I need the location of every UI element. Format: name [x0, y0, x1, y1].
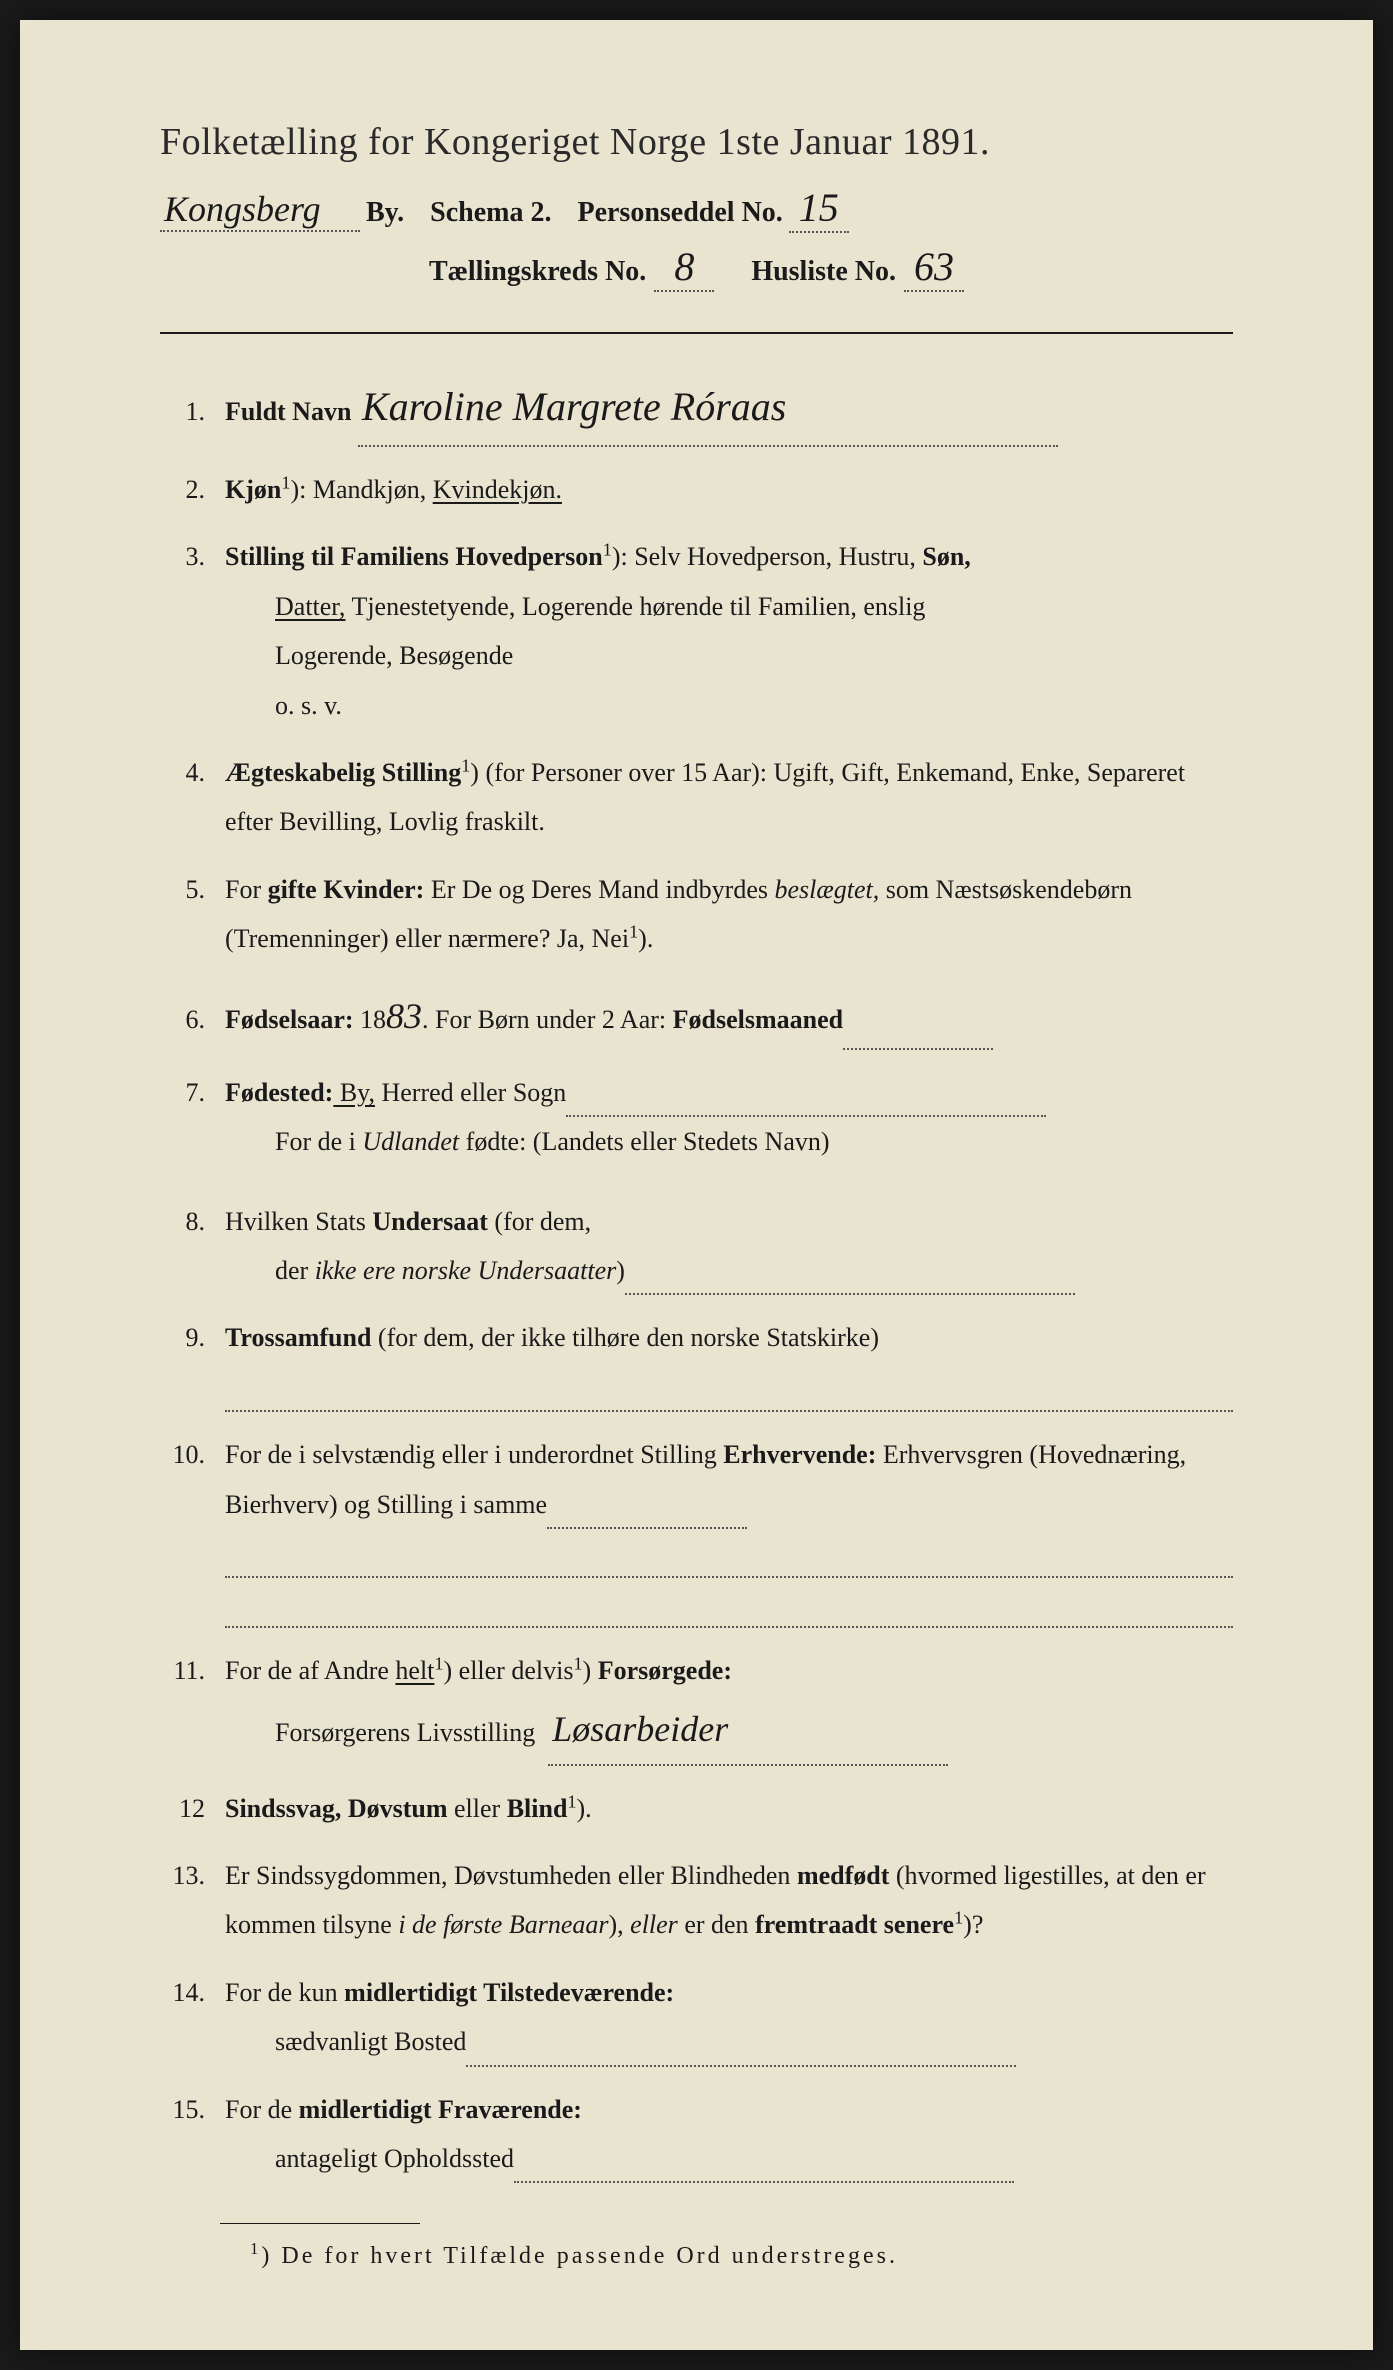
- entry-num: 3.: [160, 532, 225, 581]
- entry-10: 10. For de i selvstændig eller i underor…: [160, 1430, 1233, 1628]
- schema-label: Schema 2.: [430, 197, 551, 229]
- form-entries: 1. Fuldt Navn Karoline Margrete Róraas 2…: [160, 369, 1233, 2183]
- entry-num: 11.: [160, 1646, 225, 1695]
- entry-num: 4.: [160, 748, 225, 797]
- husliste-label: Husliste No.: [751, 256, 896, 288]
- entry-num: 1.: [160, 387, 225, 436]
- entry-4: 4. Ægteskabelig Stilling1) (for Personer…: [160, 748, 1233, 847]
- header-row-1: Kongsberg By. Schema 2. Personseddel No.…: [160, 184, 1233, 233]
- entry-1: 1. Fuldt Navn Karoline Margrete Róraas: [160, 369, 1233, 447]
- census-form-page: Folketælling for Kongeriget Norge 1ste J…: [20, 20, 1373, 2350]
- entry-2: 2. Kjøn1): Mandkjøn, Kvindekjøn.: [160, 465, 1233, 514]
- entry-num: 8.: [160, 1197, 225, 1246]
- form-header: Folketælling for Kongeriget Norge 1ste J…: [160, 120, 1233, 292]
- entry-3: 3. Stilling til Familiens Hovedperson1):…: [160, 532, 1233, 730]
- form-title: Folketælling for Kongeriget Norge 1ste J…: [160, 120, 1233, 164]
- entry-9: 9. Trossamfund (for dem, der ikke tilhør…: [160, 1313, 1233, 1412]
- selected-datter: Datter,: [275, 592, 345, 621]
- entry-body: Fødested: By, Herred eller Sogn For de i…: [225, 1068, 1233, 1167]
- entry-11: 11. For de af Andre helt1) eller delvis1…: [160, 1646, 1233, 1766]
- selected-by: By,: [333, 1078, 375, 1107]
- entry-num: 12: [160, 1784, 225, 1833]
- entry-body: For gifte Kvinder: Er De og Deres Mand i…: [225, 865, 1233, 964]
- name-value: Karoline Margrete Róraas: [358, 369, 1058, 447]
- entry-num: 9.: [160, 1313, 225, 1362]
- entry-num: 13.: [160, 1851, 225, 1900]
- taellingskreds-label: Tællingskreds No.: [429, 256, 646, 288]
- entry-5: 5. For gifte Kvinder: Er De og Deres Man…: [160, 865, 1233, 964]
- footnote: 1) De for hvert Tilfælde passende Ord un…: [160, 2239, 1233, 2270]
- entry-num: 15.: [160, 2085, 225, 2134]
- personseddel-label: Personseddel No.: [577, 197, 782, 229]
- entry-body: Fuldt Navn Karoline Margrete Róraas: [225, 369, 1233, 447]
- footnote-rule: [220, 2223, 420, 2224]
- entry-body: For de af Andre helt1) eller delvis1) Fo…: [225, 1646, 1233, 1766]
- entry-14: 14. For de kun midlertidigt Tilstedevære…: [160, 1968, 1233, 2067]
- entry-body: Er Sindssygdommen, Døvstumheden eller Bl…: [225, 1851, 1233, 1950]
- entry-num: 2.: [160, 465, 225, 514]
- husliste-no: 63: [904, 243, 964, 292]
- entry-num: 6.: [160, 995, 225, 1044]
- selected-kvindekjon: Kvindekjøn.: [433, 475, 562, 504]
- entry-body: Sindssvag, Døvstum eller Blind1).: [225, 1784, 1233, 1833]
- personseddel-no: 15: [789, 184, 849, 233]
- entry-body: Stilling til Familiens Hovedperson1): Se…: [225, 532, 1233, 730]
- entry-body: Fødselsaar: 1883. For Børn under 2 Aar: …: [225, 982, 1233, 1050]
- header-divider: [160, 332, 1233, 334]
- entry-15: 15. For de midlertidigt Fraværende: anta…: [160, 2085, 1233, 2184]
- entry-num: 10.: [160, 1430, 225, 1479]
- taellingskreds-no: 8: [654, 243, 714, 292]
- entry-num: 14.: [160, 1968, 225, 2017]
- entry-7: 7. Fødested: By, Herred eller Sogn For d…: [160, 1068, 1233, 1167]
- entry-body: Hvilken Stats Undersaat (for dem, der ik…: [225, 1197, 1233, 1296]
- by-label: By.: [366, 197, 404, 229]
- entry-6: 6. Fødselsaar: 1883. For Børn under 2 Aa…: [160, 982, 1233, 1050]
- entry-body: For de kun midlertidigt Tilstedeværende:…: [225, 1968, 1233, 2067]
- entry-body: Kjøn1): Mandkjøn, Kvindekjøn.: [225, 465, 1233, 514]
- provider-occupation: Løsarbeider: [548, 1695, 948, 1765]
- entry-body: For de midlertidigt Fraværende: antageli…: [225, 2085, 1233, 2184]
- by-value: Kongsberg: [160, 188, 360, 232]
- entry-body: Ægteskabelig Stilling1) (for Personer ov…: [225, 748, 1233, 847]
- header-row-2: Tællingskreds No. 8 Husliste No. 63: [160, 243, 1233, 292]
- entry-12: 12 Sindssvag, Døvstum eller Blind1).: [160, 1784, 1233, 1833]
- entry-13: 13. Er Sindssygdommen, Døvstumheden elle…: [160, 1851, 1233, 1950]
- entry-8: 8. Hvilken Stats Undersaat (for dem, der…: [160, 1197, 1233, 1296]
- entry-num: 5.: [160, 865, 225, 914]
- entry-num: 7.: [160, 1068, 225, 1117]
- entry-body: For de i selvstændig eller i underordnet…: [225, 1430, 1233, 1628]
- entry-body: Trossamfund (for dem, der ikke tilhøre d…: [225, 1313, 1233, 1412]
- birth-year: 83: [386, 982, 422, 1050]
